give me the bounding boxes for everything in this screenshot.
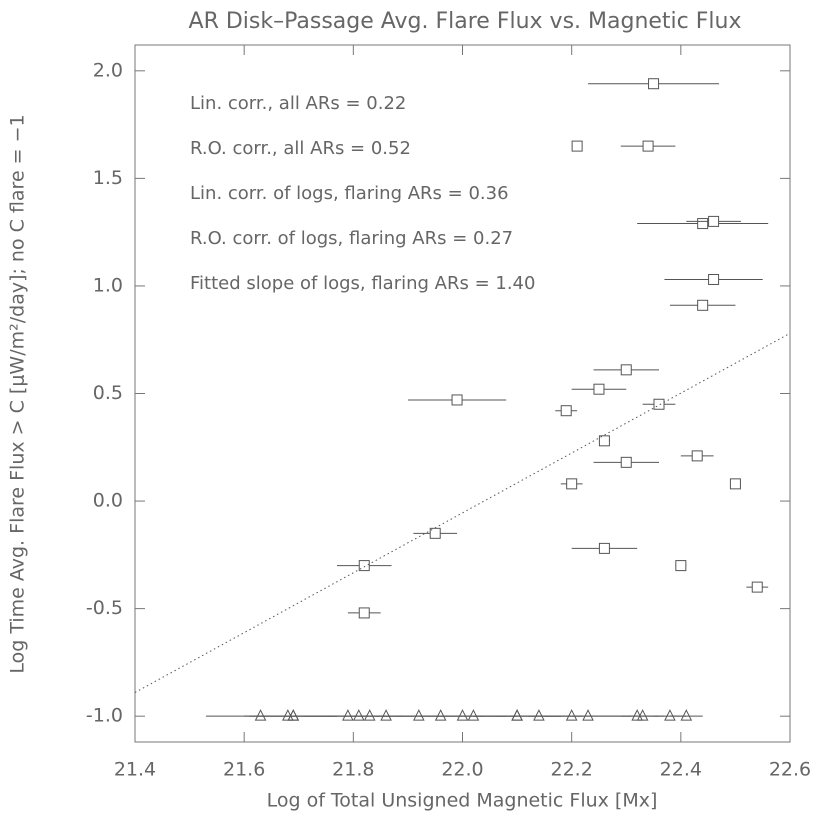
square-point bbox=[729, 478, 741, 490]
triangle-point bbox=[511, 709, 523, 721]
square-point bbox=[691, 450, 703, 462]
triangle-point bbox=[511, 709, 523, 721]
square-point bbox=[571, 140, 583, 152]
square-point bbox=[751, 581, 763, 593]
x-tick-label: 22.6 bbox=[769, 759, 811, 781]
triangle-point bbox=[533, 709, 545, 721]
triangle-point bbox=[467, 709, 480, 721]
y-tick-label: 1.5 bbox=[93, 167, 123, 189]
x-tick-label: 21.6 bbox=[223, 759, 265, 781]
square-point bbox=[358, 560, 370, 572]
triangle-point bbox=[413, 709, 425, 721]
y-tick-label: 2.0 bbox=[93, 59, 123, 81]
square-point bbox=[675, 560, 687, 572]
square-point bbox=[653, 398, 665, 410]
square-point bbox=[697, 218, 709, 230]
x-tick-label: 22.0 bbox=[441, 759, 483, 781]
triangle-point bbox=[680, 709, 693, 721]
y-tick-label: -0.5 bbox=[86, 597, 123, 619]
triangle-point bbox=[582, 709, 594, 721]
triangle-point bbox=[565, 709, 578, 721]
y-axis-label: Log Time Avg. Flare Flux > C [μW/m²/day]… bbox=[7, 114, 29, 673]
square-point bbox=[560, 405, 572, 417]
triangle-point bbox=[434, 709, 447, 721]
fit-line bbox=[134, 332, 791, 693]
y-tick-label: 0.0 bbox=[93, 490, 123, 512]
triangle-point bbox=[664, 709, 676, 721]
square-point bbox=[708, 273, 720, 285]
triangle-point bbox=[342, 709, 354, 721]
x-axis-label: Log of Total Unsigned Magnetic Flux [Mx] bbox=[267, 790, 658, 812]
triangle-point bbox=[254, 709, 267, 721]
square-point bbox=[593, 383, 605, 395]
square-point bbox=[697, 299, 709, 311]
square-point bbox=[598, 435, 610, 447]
annotation: R.O. corr. of logs, flaring ARs = 0.27 bbox=[190, 228, 513, 249]
annotation: Fitted slope of logs, flaring ARs = 1.40 bbox=[190, 273, 535, 294]
triangle-point bbox=[287, 709, 300, 721]
x-tick-label: 22.2 bbox=[551, 759, 593, 781]
y-tick-label: 1.0 bbox=[93, 274, 123, 296]
square-point bbox=[642, 140, 654, 152]
annotation: Lin. corr. of logs, flaring ARs = 0.36 bbox=[190, 183, 509, 204]
square-point bbox=[648, 78, 660, 90]
x-tick-label: 21.8 bbox=[332, 759, 374, 781]
triangle-point bbox=[352, 709, 365, 721]
annotation: R.O. corr., all ARs = 0.52 bbox=[190, 138, 411, 159]
square-point bbox=[451, 394, 463, 406]
square-point bbox=[620, 364, 632, 376]
triangle-point bbox=[456, 709, 469, 721]
triangle-point bbox=[380, 709, 392, 721]
x-tick-label: 22.4 bbox=[660, 759, 702, 781]
square-point bbox=[598, 542, 610, 554]
square-point bbox=[358, 607, 370, 619]
square-point bbox=[620, 456, 632, 468]
annotation: Lin. corr., all ARs = 0.22 bbox=[190, 93, 406, 114]
square-point bbox=[708, 215, 720, 227]
y-tick-label: 0.5 bbox=[93, 382, 123, 404]
chart-title: AR Disk–Passage Avg. Flare Flux vs. Magn… bbox=[189, 9, 742, 34]
triangle-point bbox=[363, 709, 376, 721]
y-tick-label: -1.0 bbox=[86, 705, 123, 727]
x-tick-label: 21.4 bbox=[114, 759, 156, 781]
triangle-point bbox=[636, 709, 649, 721]
square-point bbox=[566, 478, 578, 490]
